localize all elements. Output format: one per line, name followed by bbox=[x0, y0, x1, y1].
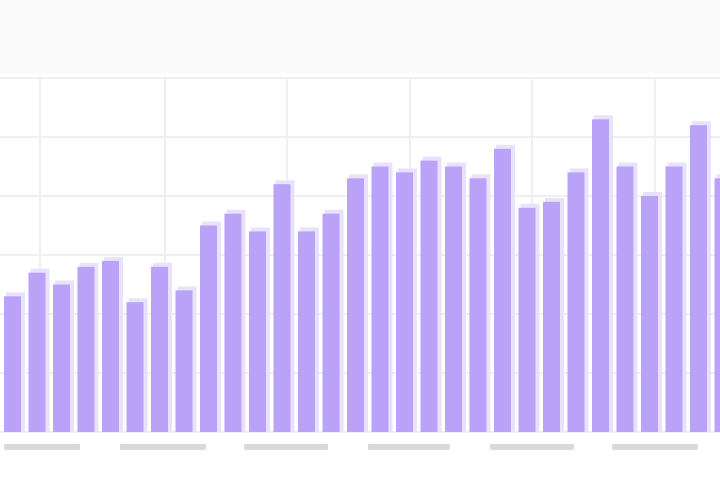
bar bbox=[347, 178, 364, 432]
bar bbox=[420, 160, 438, 432]
bar bbox=[714, 178, 720, 432]
bar bbox=[494, 148, 511, 433]
bar bbox=[616, 166, 634, 432]
bar bbox=[175, 290, 193, 432]
bar bbox=[28, 272, 46, 432]
bar bbox=[200, 225, 217, 432]
bar bbox=[396, 172, 413, 432]
bar bbox=[77, 266, 95, 432]
bar bbox=[151, 266, 168, 432]
bar bbox=[690, 125, 707, 432]
bar bbox=[224, 213, 242, 432]
bar bbox=[665, 166, 683, 432]
bar bbox=[249, 231, 266, 432]
bar bbox=[102, 260, 119, 432]
bar bbox=[53, 284, 70, 432]
bar bbox=[445, 166, 462, 432]
bar bbox=[126, 302, 144, 432]
bar bbox=[4, 296, 21, 432]
bar bbox=[641, 196, 658, 432]
bar bbox=[543, 201, 560, 432]
bar bbox=[469, 178, 487, 432]
bar bbox=[273, 184, 291, 432]
bar bbox=[322, 213, 340, 432]
bar bbox=[371, 166, 389, 432]
bar bbox=[592, 119, 609, 433]
illegible-x-labels bbox=[4, 444, 698, 450]
bar bbox=[567, 172, 585, 432]
header-band bbox=[0, 0, 720, 74]
bar bbox=[518, 207, 536, 432]
bar bbox=[298, 231, 315, 432]
